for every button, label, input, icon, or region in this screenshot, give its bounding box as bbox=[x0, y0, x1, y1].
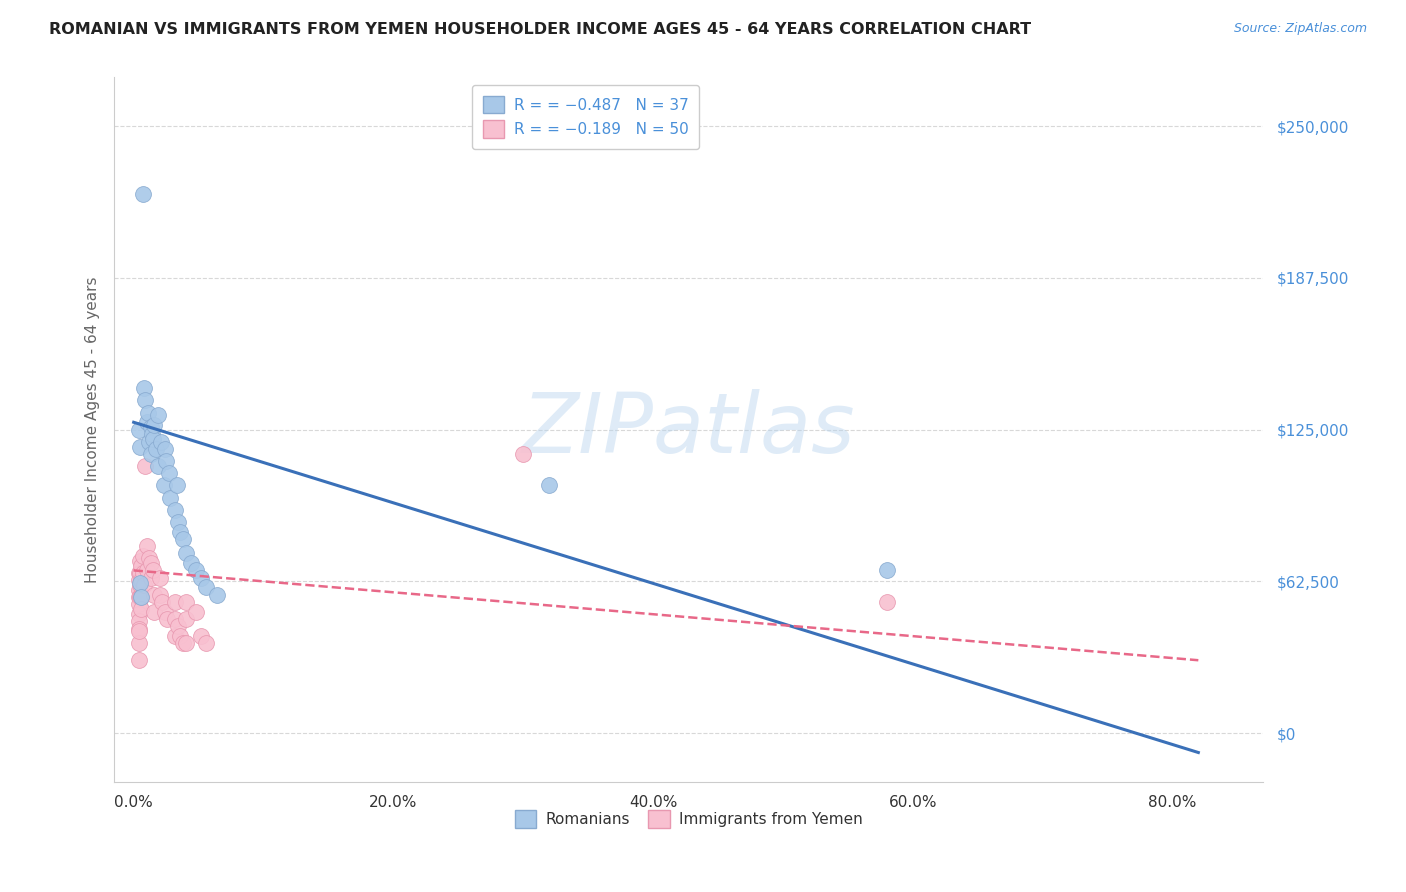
Point bbox=[138, 551, 160, 566]
Point bbox=[139, 571, 162, 585]
Point bbox=[129, 590, 152, 604]
Y-axis label: Householder Income Ages 45 - 64 years: Householder Income Ages 45 - 64 years bbox=[86, 277, 100, 582]
Point bbox=[876, 595, 898, 609]
Point bbox=[190, 629, 212, 643]
Point bbox=[174, 595, 197, 609]
Point bbox=[148, 458, 170, 473]
Point bbox=[135, 415, 157, 429]
Point bbox=[135, 563, 157, 577]
Point bbox=[128, 598, 150, 612]
Point bbox=[128, 573, 150, 587]
Point bbox=[153, 442, 176, 456]
Point bbox=[128, 590, 150, 604]
Point bbox=[166, 515, 188, 529]
Point bbox=[143, 588, 166, 602]
Point bbox=[156, 612, 179, 626]
Point bbox=[148, 408, 170, 422]
Point bbox=[131, 590, 153, 604]
Point bbox=[134, 458, 156, 473]
Point bbox=[128, 423, 150, 437]
Point bbox=[139, 447, 162, 461]
Point bbox=[142, 432, 165, 446]
Point bbox=[153, 605, 176, 619]
Point bbox=[143, 417, 166, 432]
Point bbox=[129, 440, 152, 454]
Point bbox=[165, 612, 187, 626]
Point bbox=[190, 571, 212, 585]
Point bbox=[155, 454, 177, 468]
Point bbox=[195, 636, 218, 650]
Point bbox=[159, 491, 181, 505]
Point bbox=[128, 607, 150, 621]
Point bbox=[145, 442, 167, 456]
Text: ROMANIAN VS IMMIGRANTS FROM YEMEN HOUSEHOLDER INCOME AGES 45 - 64 YEARS CORRELAT: ROMANIAN VS IMMIGRANTS FROM YEMEN HOUSEH… bbox=[49, 22, 1032, 37]
Point bbox=[169, 524, 191, 539]
Point bbox=[195, 581, 218, 595]
Point bbox=[165, 595, 187, 609]
Point bbox=[149, 588, 172, 602]
Point bbox=[157, 467, 180, 481]
Point bbox=[142, 563, 165, 577]
Point bbox=[135, 539, 157, 553]
Point bbox=[172, 532, 194, 546]
Point bbox=[131, 590, 153, 604]
Point bbox=[184, 563, 207, 577]
Point bbox=[165, 629, 187, 643]
Point bbox=[143, 605, 166, 619]
Point bbox=[129, 554, 152, 568]
Point bbox=[129, 578, 152, 592]
Point bbox=[128, 582, 150, 597]
Point bbox=[169, 629, 191, 643]
Point bbox=[141, 427, 163, 442]
Point bbox=[132, 381, 155, 395]
Point bbox=[165, 502, 187, 516]
Point bbox=[131, 558, 153, 573]
Point bbox=[129, 575, 152, 590]
Point bbox=[184, 605, 207, 619]
Point bbox=[538, 478, 561, 492]
Point bbox=[512, 447, 534, 461]
Point bbox=[172, 636, 194, 650]
Point bbox=[180, 556, 202, 570]
Point bbox=[128, 622, 150, 636]
Point bbox=[134, 393, 156, 408]
Point bbox=[132, 566, 155, 580]
Point bbox=[174, 612, 197, 626]
Point bbox=[128, 636, 150, 650]
Text: ZIPatlas: ZIPatlas bbox=[522, 389, 855, 470]
Point bbox=[149, 434, 172, 449]
Point bbox=[174, 546, 197, 560]
Point bbox=[132, 186, 155, 201]
Point bbox=[128, 615, 150, 629]
Point bbox=[131, 573, 153, 587]
Point bbox=[166, 478, 188, 492]
Point bbox=[139, 556, 162, 570]
Point bbox=[132, 578, 155, 592]
Point bbox=[152, 478, 174, 492]
Point bbox=[136, 406, 159, 420]
Point bbox=[149, 571, 172, 585]
Point bbox=[876, 563, 898, 577]
Point bbox=[128, 566, 150, 580]
Point bbox=[138, 434, 160, 449]
Point bbox=[174, 636, 197, 650]
Point bbox=[150, 595, 173, 609]
Point bbox=[128, 653, 150, 667]
Legend: Romanians, Immigrants from Yemen: Romanians, Immigrants from Yemen bbox=[509, 804, 869, 834]
Point bbox=[205, 588, 228, 602]
Point bbox=[129, 566, 152, 580]
Point bbox=[132, 549, 155, 563]
Point bbox=[139, 420, 162, 434]
Point bbox=[128, 624, 150, 639]
Text: Source: ZipAtlas.com: Source: ZipAtlas.com bbox=[1233, 22, 1367, 36]
Point bbox=[166, 619, 188, 633]
Point bbox=[131, 602, 153, 616]
